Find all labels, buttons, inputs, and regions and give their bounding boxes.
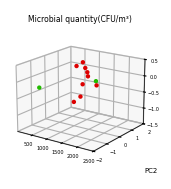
Title: Microbial quantity(CFU/m³): Microbial quantity(CFU/m³) — [28, 15, 131, 24]
Y-axis label: PC2: PC2 — [144, 168, 157, 174]
